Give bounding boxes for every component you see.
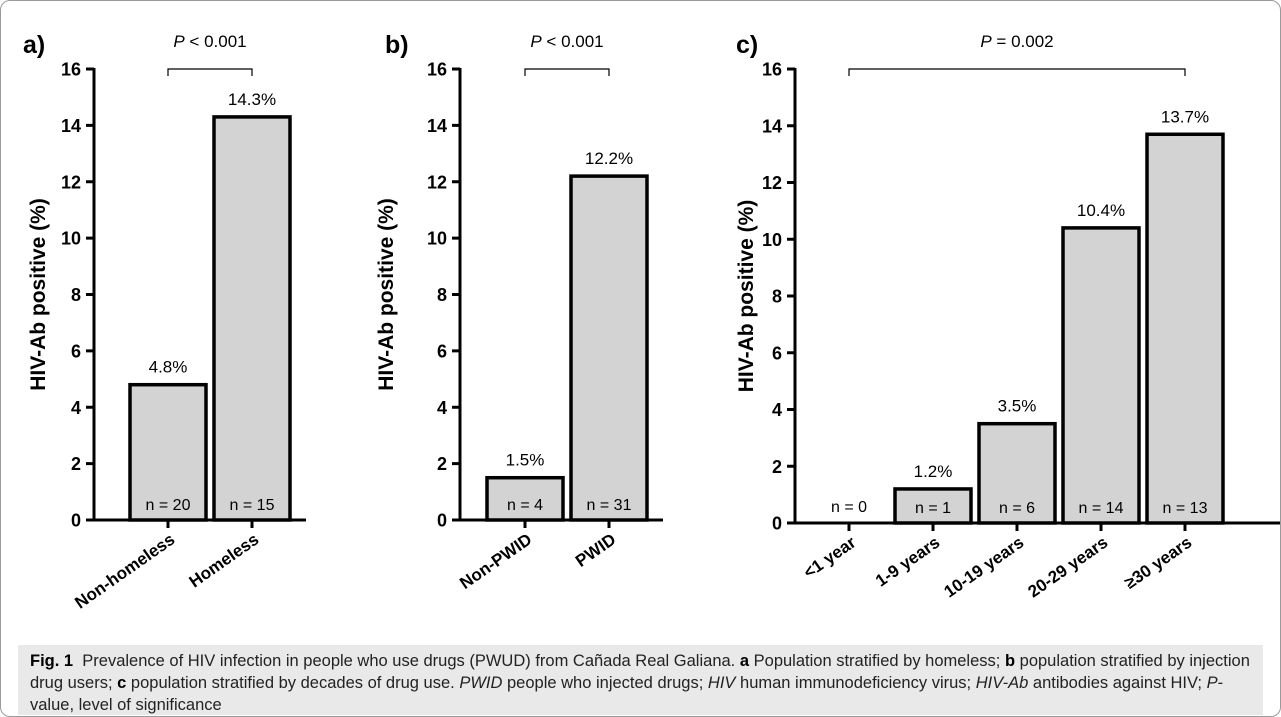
bar (128, 382, 208, 522)
bar-value-label: 1.2% (914, 462, 953, 481)
y-tick-label: 4 (71, 398, 81, 418)
bar (1061, 226, 1141, 525)
y-tick-label: 8 (437, 285, 447, 305)
y-tick-label: 2 (437, 454, 447, 474)
bar-charts: a) 0 2 4 6 8 10 12 14 16 HIV-Ab positive (%) 4.8% n … (23, 31, 1280, 613)
panel-label: a) (23, 31, 45, 59)
y-tick-label: 16 (427, 60, 447, 80)
y-tick-label: 16 (762, 60, 782, 80)
x-category-label: 1-9 years (872, 533, 943, 591)
y-tick-label: 8 (772, 287, 782, 307)
y-axis-title: HIV-Ab positive (%) (27, 198, 50, 391)
y-tick-label: 6 (437, 341, 447, 361)
bar (1145, 132, 1225, 525)
y-tick-label: 4 (437, 398, 447, 418)
significance-label: P < 0.001 (173, 32, 246, 51)
panel-label: c) (736, 31, 758, 59)
caption-hiv-abbr: HIV (707, 674, 736, 692)
bar-count-label: n = 31 (587, 497, 632, 514)
y-tick-label: 0 (437, 511, 447, 531)
x-category-label: Homeless (186, 530, 263, 592)
bar-count-label: n = 1 (915, 500, 951, 517)
y-tick-label: 8 (71, 285, 81, 305)
significance-label: P = 0.002 (980, 32, 1053, 51)
bar-count-label: n = 14 (1079, 500, 1124, 517)
caption-b-text: population stratified by injection drug … (30, 652, 1250, 692)
x-category-label: PWID (572, 530, 619, 571)
bar-value-label: 4.8% (149, 358, 188, 377)
y-tick-label: 6 (772, 343, 782, 363)
bar-value-label: 12.2% (585, 149, 633, 168)
y-tick-label: 12 (762, 173, 782, 193)
y-tick-label: 2 (71, 454, 81, 474)
x-category-label: 10-19 years (941, 533, 1028, 602)
y-tick-label: 10 (61, 229, 81, 249)
caption-c-label: c (117, 674, 127, 692)
significance-bracket (848, 68, 1186, 76)
y-tick-label: 14 (61, 116, 81, 136)
y-tick-label: 16 (61, 60, 81, 80)
y-tick-label: 6 (71, 341, 81, 361)
y-tick-label: 12 (61, 172, 81, 192)
y-tick-label: 10 (762, 230, 782, 250)
caption-hivab-def: antibodies against HIV; (1032, 674, 1202, 692)
caption-text: Prevalence of HIV infection in people wh… (82, 652, 736, 670)
y-tick-label: 2 (772, 457, 782, 477)
significance-bracket (524, 68, 610, 76)
caption-hiv-def: human immunodeficiency virus; (740, 674, 972, 692)
bar-count-label: n = 13 (1163, 500, 1208, 517)
bar-value-label: 10.4% (1077, 201, 1125, 220)
caption-c-text: population stratified by decades of drug… (130, 674, 455, 692)
bar-count-label: n = 20 (146, 497, 191, 514)
y-axis-title: HIV-Ab positive (%) (735, 200, 758, 393)
y-tick-label: 10 (427, 229, 447, 249)
bar-count-label: n = 0 (831, 499, 867, 516)
x-category-label: Non-PWID (456, 530, 535, 593)
bar-count-label: n = 6 (999, 500, 1035, 517)
bar-value-label: 14.3% (228, 90, 276, 109)
caption-a-label: a (739, 652, 750, 670)
x-category-label: ≥30 years (1121, 533, 1195, 593)
caption-p-def: -value, level of significance (30, 674, 1224, 714)
x-category-label: Non-homeless (71, 530, 178, 613)
bar-value-label: 1.5% (506, 451, 545, 470)
y-tick-label: 0 (772, 514, 782, 534)
bar-value-label: 13.7% (1161, 107, 1209, 126)
caption-fig-label: Fig. 1 (30, 652, 74, 670)
caption-pwid-abbr: PWID (459, 674, 503, 692)
x-category-label: 20-29 years (1025, 533, 1112, 602)
caption-pwid-def: people who injected drugs; (507, 674, 704, 692)
y-tick-label: 12 (427, 172, 447, 192)
figure-caption: Fig. 1 Prevalence of HIV infection in pe… (18, 645, 1263, 715)
caption-hivab-abbr: HIV-Ab (975, 674, 1029, 692)
y-tick-label: 4 (772, 400, 782, 420)
y-tick-label: 14 (762, 116, 782, 136)
y-tick-label: 14 (427, 116, 447, 136)
x-category-label: <1 year (800, 532, 860, 582)
bar-count-label: n = 15 (230, 497, 275, 514)
bar-count-label: n = 4 (507, 497, 543, 514)
significance-bracket (167, 68, 253, 76)
y-tick-label: 0 (71, 511, 81, 531)
caption-a-text: Population stratified by homeless; (753, 652, 1001, 670)
caption-p-abbr: P (1206, 674, 1218, 692)
bar (893, 487, 973, 525)
bar (212, 115, 292, 522)
significance-label: P < 0.001 (530, 32, 603, 51)
y-axis-title: HIV-Ab positive (%) (375, 198, 398, 391)
caption-b-label: b (1004, 652, 1016, 670)
panel-label: b) (385, 31, 409, 59)
bar (569, 174, 649, 522)
bar-value-label: 3.5% (998, 397, 1037, 416)
